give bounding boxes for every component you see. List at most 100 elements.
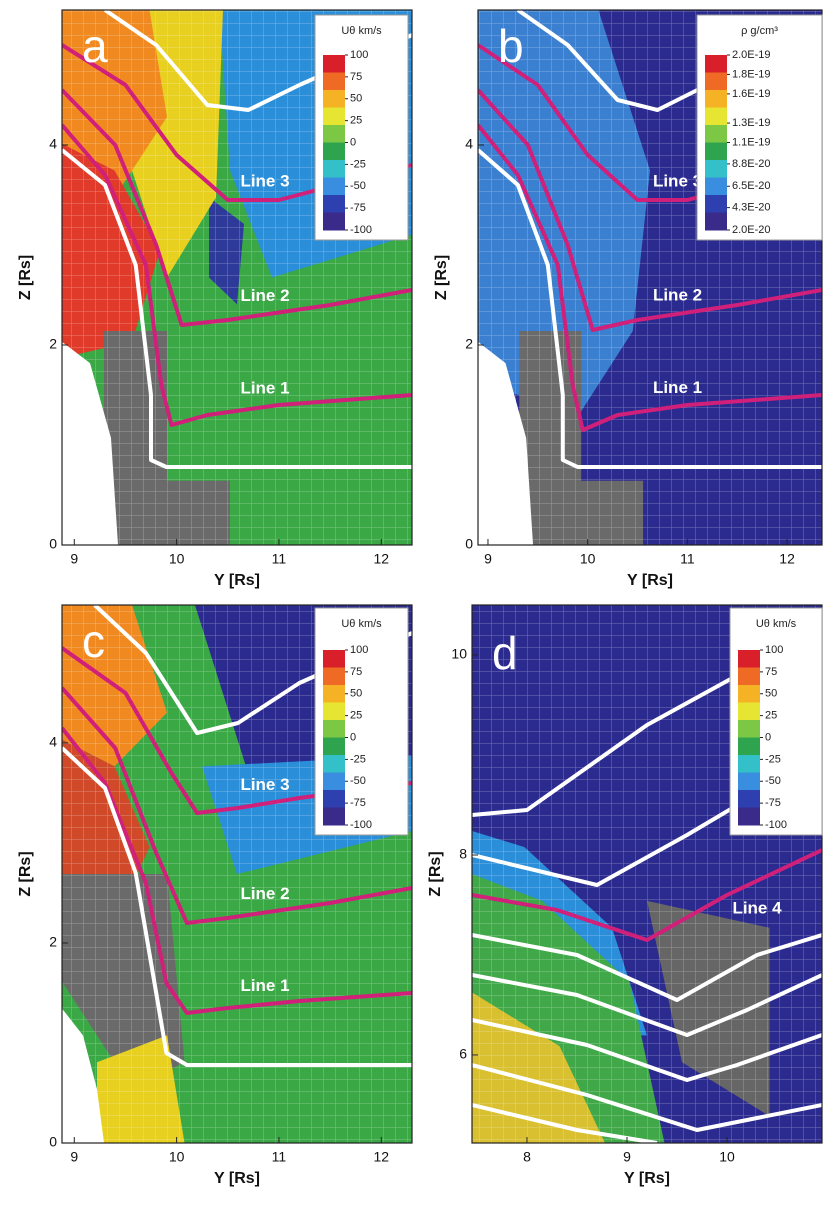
field-line: [62, 88, 412, 327]
field-line: [62, 43, 412, 202]
colorbar-swatch: [323, 177, 345, 196]
colorbar-tick-label: 25: [765, 710, 777, 722]
colorbar-swatch: [705, 142, 727, 161]
colorbar-tick-label: -75: [350, 202, 366, 214]
colorbar-tick-label: 75: [765, 666, 777, 678]
y-tick-label: 2: [49, 336, 57, 352]
colorbar-swatch: [738, 755, 760, 773]
colorbar-tick-label: 0: [765, 731, 771, 743]
y-tick-label: 2: [465, 336, 473, 352]
y-axis-title: Z [Rs]: [17, 851, 34, 896]
field-line: [62, 123, 412, 427]
y-axis-title: Z [Rs]: [17, 255, 34, 300]
frame: [477, 9, 823, 546]
colorbar-tick-label: 75: [350, 666, 362, 678]
colorbar-tick-label: -100: [350, 819, 372, 831]
colorbar-tick-label: 25: [350, 115, 362, 127]
colorbar-swatch: [323, 685, 345, 703]
panel: Line 3 Line 2 Line 1 c 9 10 11 12 0 2 4 Y [Rs] Z [Rs…: [17, 604, 413, 1187]
colorbar-tick-label: 100: [350, 644, 368, 656]
colorbar-tick-label: 1.1E-19: [732, 136, 771, 148]
colorbar-tick-label: 1.8E-19: [732, 68, 771, 80]
x-axis-title: Y [Rs]: [214, 572, 260, 589]
colorbar-tick-label: -75: [765, 797, 781, 809]
line-label: Line 2: [240, 884, 289, 903]
field-line: [472, 1103, 658, 1143]
colorbar-swatch: [323, 72, 345, 91]
y-tick-label: 10: [451, 646, 467, 662]
field-line: [62, 726, 412, 1015]
colorbar-swatch: [323, 90, 345, 108]
field: [478, 10, 822, 545]
line-label: Line 3: [240, 775, 289, 794]
frame: [61, 9, 413, 546]
colorbar-tick-label: 2.0E-20: [732, 224, 771, 236]
field-line: [478, 148, 822, 469]
colorbar-swatch: [738, 702, 760, 721]
colorbar-tick-label: 0: [350, 731, 356, 743]
line-label: Line 1: [653, 378, 702, 397]
colorbar-title: ρ g/cm³: [741, 25, 778, 37]
colorbar-swatch: [738, 772, 760, 791]
colorbar-tick-label: 100: [350, 49, 368, 61]
colorbar-tick-label: -100: [765, 819, 787, 831]
colorbar-swatch: [323, 125, 345, 143]
colorbar-tick-label: 1.3E-19: [732, 117, 771, 129]
colorbar-swatch: [323, 772, 345, 791]
colorbar-tick-label: -75: [350, 797, 366, 809]
x-tick-label: 12: [374, 551, 390, 567]
colorbar-tick-label: 2.0E-19: [732, 49, 771, 61]
colorbar-title: Uθ km/s: [756, 618, 797, 630]
colorbar-swatch: [705, 55, 727, 73]
line-label: Line 2: [240, 286, 289, 305]
x-tick-label: 10: [719, 1149, 735, 1165]
x-axis-title: Y [Rs]: [624, 1170, 670, 1187]
colorbar-tick-label: 25: [350, 710, 362, 722]
colorbar-tick-label: 4.3E-20: [732, 202, 771, 214]
y-tick-label: 4: [465, 136, 473, 152]
x-tick-label: 10: [580, 551, 596, 567]
colorbar-swatch: [738, 667, 760, 686]
y-axis-title: Z [Rs]: [427, 851, 444, 896]
colorbar-tick-label: 75: [350, 71, 362, 83]
colorbar-swatch: [323, 107, 345, 126]
colorbar-swatch: [323, 195, 345, 213]
colorbar-swatch: [705, 177, 727, 196]
colorbar-swatch: [738, 650, 760, 668]
colorbar-swatch: [323, 737, 345, 756]
colorbar-swatch: [738, 737, 760, 756]
x-tick-label: 12: [779, 551, 795, 567]
colorbar-title: Uθ km/s: [341, 618, 382, 630]
frame: [61, 604, 413, 1144]
field-line: [62, 148, 412, 469]
x-tick-label: 9: [623, 1149, 631, 1165]
x-axis-title: Y [Rs]: [214, 1170, 260, 1187]
colorbar-swatch: [738, 790, 760, 808]
colorbar-tick-label: -50: [350, 180, 366, 192]
colorbar-tick-label: -50: [350, 775, 366, 787]
colorbar-swatch: [705, 125, 727, 143]
field-line: [62, 746, 412, 1067]
field-line: [472, 1018, 822, 1082]
colorbar-tick-label: -100: [350, 224, 372, 236]
y-tick-label: 4: [49, 136, 57, 152]
colorbar-tick-label: 1.6E-19: [732, 88, 771, 100]
colorbar-title: Uθ km/s: [341, 25, 382, 37]
line-label: Line 4: [732, 898, 782, 917]
y-tick-label: 0: [465, 536, 473, 552]
field-line: [62, 686, 412, 925]
colorbar-swatch: [323, 667, 345, 686]
x-tick-label: 10: [169, 551, 185, 567]
x-tick-label: 9: [484, 551, 492, 567]
panel: Line 4 d 8 9 10 6 8 10 Y [Rs] Z [Rs] Uθ km/s 100 75 5…: [427, 604, 823, 1187]
frame: [471, 604, 823, 1144]
colorbar-swatch: [323, 807, 345, 826]
y-tick-label: 6: [459, 1046, 467, 1062]
colorbar-tick-label: -50: [765, 775, 781, 787]
line-label: Line 3: [653, 171, 702, 190]
y-tick-label: 2: [49, 934, 57, 950]
colorbar-tick-label: 8.8E-20: [732, 158, 771, 170]
colorbar-tick-label: 100: [765, 644, 783, 656]
field-line: [62, 646, 412, 815]
